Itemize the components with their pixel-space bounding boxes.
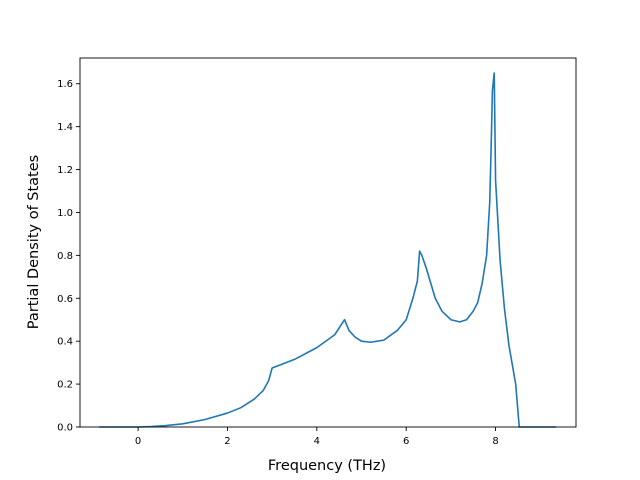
y-tick-label: 1.2	[57, 165, 73, 176]
y-axis-label: Partial Density of States	[26, 155, 42, 329]
x-tick-label: 2	[224, 436, 230, 447]
x-tick-label: 4	[314, 436, 320, 447]
y-tick-label: 0.0	[57, 423, 73, 434]
y-tick-label: 0.2	[57, 380, 73, 391]
x-tick-label: 0	[135, 436, 141, 447]
x-axis-label: Frequency (THz)	[268, 458, 386, 474]
plot-area	[79, 57, 577, 428]
y-tick-label: 1.6	[57, 79, 73, 90]
y-tick-label: 0.4	[57, 337, 73, 348]
x-tick-label: 6	[403, 436, 409, 447]
y-tick-label: 0.6	[57, 294, 73, 305]
y-tick-label: 1.4	[57, 122, 73, 133]
y-tick-label: 0.8	[57, 251, 73, 262]
y-tick-label: 1.0	[57, 208, 73, 219]
tick-group: 0 2 4 6 8 0.0 0.2 0.4 0.6 0.8 1.0 1.2 1.4 1.6	[57, 79, 499, 447]
series-line-0	[99, 72, 556, 428]
x-tick-label: 8	[492, 436, 498, 447]
axes-frame	[79, 57, 577, 428]
